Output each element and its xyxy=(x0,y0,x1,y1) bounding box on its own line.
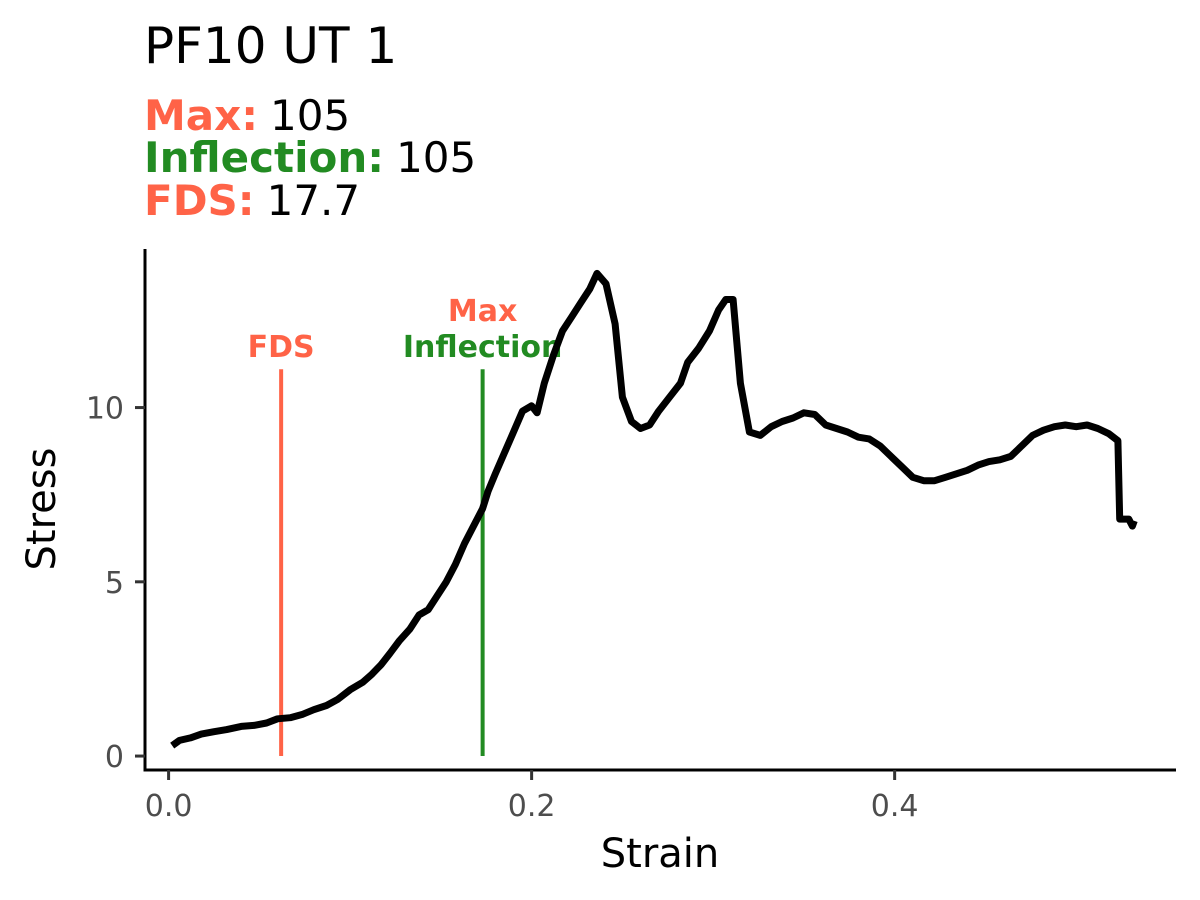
x-tick-label: 0.0 xyxy=(145,789,193,824)
stat-inflection-label: Inflection: xyxy=(144,133,384,182)
x-axis-label: Strain xyxy=(601,831,720,877)
series-line xyxy=(170,269,1138,749)
x-axis-ticks: 0.0 0.2 0.4 xyxy=(145,770,919,824)
chart-title: PF10 UT 1 xyxy=(144,17,397,75)
x-tick-label: 0.4 xyxy=(871,789,919,824)
stat-inflection: Inflection: 105 xyxy=(144,133,476,182)
stat-fds: FDS: 17.7 xyxy=(144,176,360,225)
marker-label: Max xyxy=(448,294,517,329)
stat-fds-label: FDS: xyxy=(144,176,255,225)
marker-label: FDS xyxy=(248,330,315,365)
stat-max: Max: 105 xyxy=(144,91,350,140)
stat-max-value: 105 xyxy=(270,91,350,140)
stat-max-label: Max: xyxy=(144,91,258,140)
x-tick-label: 0.2 xyxy=(508,789,556,824)
y-tick-label: 10 xyxy=(86,392,124,427)
y-axis-label: Stress xyxy=(19,448,65,571)
stat-fds-value: 17.7 xyxy=(267,176,361,225)
marker-label: Inflection xyxy=(403,330,562,365)
stats-block: Max: 105 Inflection: 105 FDS: 17.7 xyxy=(144,91,476,225)
y-axis-ticks: 0 5 10 xyxy=(86,392,145,775)
stat-inflection-value: 105 xyxy=(396,133,476,182)
data-series xyxy=(170,269,1138,749)
y-tick-label: 0 xyxy=(105,740,124,775)
y-tick-label: 5 xyxy=(105,566,124,601)
